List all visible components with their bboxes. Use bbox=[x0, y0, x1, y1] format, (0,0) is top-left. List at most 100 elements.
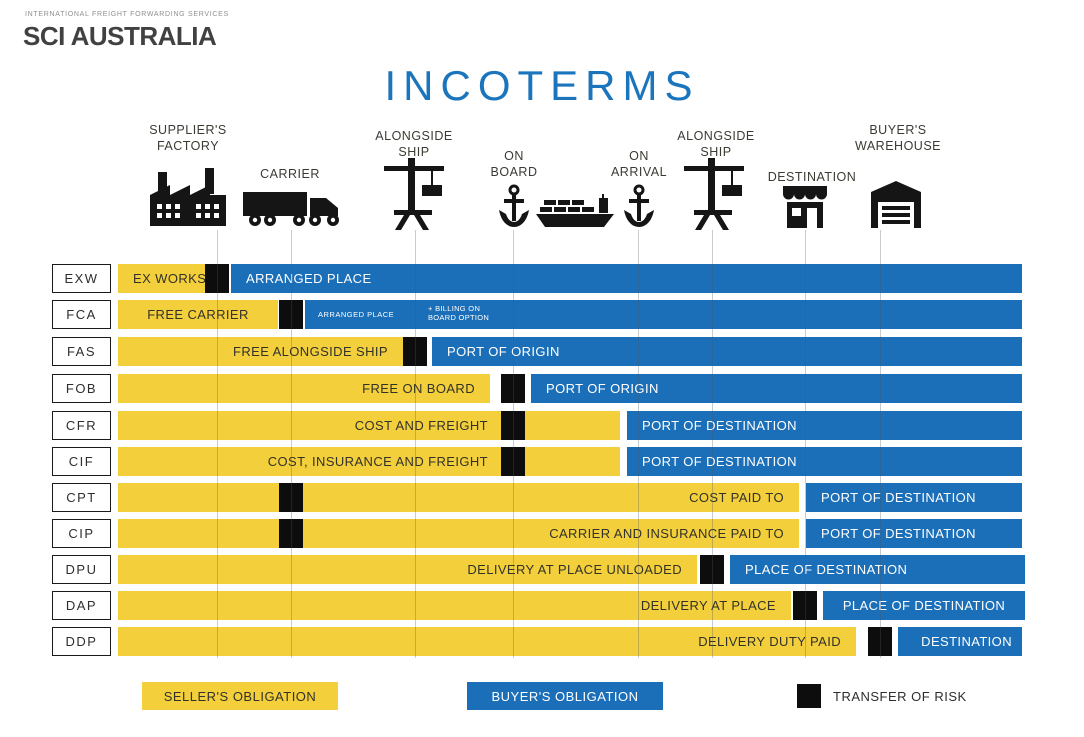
buyer-bar: ARRANGED PLACE + BILLING ON BOARD OPTION bbox=[305, 300, 1022, 329]
seller-bar: EX WORKS bbox=[118, 264, 206, 293]
risk-marker bbox=[501, 447, 525, 476]
station-label-destination: DESTINATION bbox=[767, 170, 857, 184]
seller-bar-label: CARRIER AND INSURANCE PAID TO bbox=[549, 526, 784, 541]
guide-line-warehouse bbox=[880, 230, 881, 658]
seller-bar-label: COST AND FREIGHT bbox=[354, 418, 488, 433]
seller-bar: FREE CARRIER bbox=[118, 300, 278, 329]
buyer-bar: PORT OF DESTINATION bbox=[627, 447, 1022, 476]
incoterm-code: FOB bbox=[52, 374, 111, 403]
buyer-bar: PORT OF ORIGIN bbox=[432, 337, 1022, 366]
buyer-bar: PLACE OF DESTINATION bbox=[823, 591, 1025, 620]
seller-bar: COST PAID TO bbox=[118, 483, 799, 512]
row-fas: FAS FREE ALONGSIDE SHIP PORT OF ORIGIN bbox=[0, 337, 1084, 366]
legend-risk-label: TRANSFER OF RISK bbox=[833, 688, 967, 704]
risk-marker bbox=[501, 374, 525, 403]
buyer-bar-label: PORT OF DESTINATION bbox=[642, 418, 797, 433]
warehouse-icon bbox=[870, 180, 922, 228]
guide-line-alongside-ship-origin bbox=[415, 230, 416, 658]
incoterm-code: CIP bbox=[52, 519, 111, 548]
guide-line-on-arrival bbox=[638, 230, 639, 658]
factory-icon bbox=[148, 168, 228, 226]
row-cpt: CPT COST PAID TO PORT OF DESTINATION bbox=[0, 483, 1084, 512]
buyer-bar: DESTINATION bbox=[898, 627, 1022, 656]
row-fca: FCA FREE CARRIER ARRANGED PLACE + BILLIN… bbox=[0, 300, 1084, 329]
buyer-bar-label: PLACE OF DESTINATION bbox=[842, 598, 1006, 613]
station-label-buyers-warehouse: BUYER'S WAREHOUSE bbox=[855, 123, 941, 153]
seller-bar-label: COST, INSURANCE AND FREIGHT bbox=[267, 454, 488, 469]
guide-line-on-board bbox=[513, 230, 514, 658]
buyer-bar-label: ARRANGED PLACE bbox=[246, 271, 372, 286]
incoterm-code: DDP bbox=[52, 627, 111, 656]
buyer-bar: ARRANGED PLACE bbox=[231, 264, 1022, 293]
guide-line-destination bbox=[805, 230, 806, 658]
buyer-bar: PORT OF ORIGIN bbox=[531, 374, 1022, 403]
legend-buyer-label: BUYER'S OBLIGATION bbox=[491, 688, 639, 704]
risk-marker bbox=[279, 300, 303, 329]
buyer-bar: PORT OF DESTINATION bbox=[627, 411, 1022, 440]
guide-line-carrier bbox=[291, 230, 292, 658]
legend-seller-label: SELLER'S OBLIGATION bbox=[163, 688, 317, 704]
truck-icon bbox=[243, 190, 349, 228]
row-exw: EXW EX WORKS ARRANGED PLACE bbox=[0, 264, 1084, 293]
row-cip: CIP CARRIER AND INSURANCE PAID TO PORT O… bbox=[0, 519, 1084, 548]
seller-bar-label: DELIVERY AT PLACE UNLOADED bbox=[467, 562, 682, 577]
risk-marker bbox=[501, 411, 525, 440]
row-dap: DAP DELIVERY AT PLACE PLACE OF DESTINATI… bbox=[0, 591, 1084, 620]
seller-bar-label: FREE ON BOARD bbox=[362, 381, 475, 396]
seller-bar-label: EX WORKS bbox=[133, 271, 207, 286]
incoterm-code: DAP bbox=[52, 591, 111, 620]
seller-bar-label: COST PAID TO bbox=[689, 490, 784, 505]
seller-bar-label: DELIVERY AT PLACE bbox=[640, 598, 776, 613]
row-cif: CIF COST, INSURANCE AND FREIGHT PORT OF … bbox=[0, 447, 1084, 476]
station-label-on-arrival: ON ARRIVAL bbox=[610, 149, 668, 179]
seller-bar: FREE ALONGSIDE SHIP bbox=[118, 337, 403, 366]
anchor-icon bbox=[622, 184, 656, 230]
row-fob: FOB FREE ON BOARD PORT OF ORIGIN bbox=[0, 374, 1084, 403]
risk-marker bbox=[205, 264, 229, 293]
station-label-alongside-ship-origin: ALONGSIDE SHIP bbox=[375, 129, 453, 159]
seller-bar: COST, INSURANCE AND FREIGHT bbox=[118, 447, 620, 476]
risk-marker bbox=[279, 519, 303, 548]
seller-bar: FREE ON BOARD bbox=[118, 374, 490, 403]
row-cfr: CFR COST AND FREIGHT PORT OF DESTINATION bbox=[0, 411, 1084, 440]
incoterm-code: DPU bbox=[52, 555, 111, 584]
seller-bar: DELIVERY DUTY PAID bbox=[118, 627, 856, 656]
buyer-bar-label: PORT OF DESTINATION bbox=[642, 454, 797, 469]
buyer-bar: PORT OF DESTINATION bbox=[806, 483, 1022, 512]
incoterm-code: FAS bbox=[52, 337, 111, 366]
buyer-bar-label: PLACE OF DESTINATION bbox=[745, 562, 908, 577]
risk-marker bbox=[868, 627, 892, 656]
guide-line-alongside-ship-destination bbox=[712, 230, 713, 658]
buyer-bar: PLACE OF DESTINATION bbox=[730, 555, 1025, 584]
legend-seller-obligation: SELLER'S OBLIGATION bbox=[142, 682, 338, 710]
row-ddp: DDP DELIVERY DUTY PAID DESTINATION bbox=[0, 627, 1084, 656]
incoterm-code: CIF bbox=[52, 447, 111, 476]
cargo-ship-icon bbox=[536, 192, 614, 228]
guide-line-factory bbox=[217, 230, 218, 658]
seller-bar: COST AND FREIGHT bbox=[118, 411, 620, 440]
seller-bar-label: FREE ALONGSIDE SHIP bbox=[233, 344, 388, 359]
brand-tagline: INTERNATIONAL FREIGHT FORWARDING SERVICE… bbox=[25, 11, 229, 18]
anchor-icon bbox=[497, 184, 531, 230]
seller-bar: DELIVERY AT PLACE bbox=[118, 591, 791, 620]
crane-icon bbox=[382, 158, 450, 230]
incoterm-code: EXW bbox=[52, 264, 111, 293]
risk-marker bbox=[279, 483, 303, 512]
buyer-bar-label: DESTINATION bbox=[921, 634, 1012, 649]
legend-buyer-obligation: BUYER'S OBLIGATION bbox=[467, 682, 663, 710]
seller-bar: DELIVERY AT PLACE UNLOADED bbox=[118, 555, 697, 584]
station-label-carrier: CARRIER bbox=[260, 167, 320, 181]
buyer-bar-label: ARRANGED PLACE bbox=[318, 310, 395, 319]
seller-bar: CARRIER AND INSURANCE PAID TO bbox=[118, 519, 799, 548]
seller-bar-label: FREE CARRIER bbox=[147, 307, 249, 322]
buyer-bar-label: PORT OF ORIGIN bbox=[546, 381, 659, 396]
risk-marker bbox=[403, 337, 427, 366]
buyer-bar-label: PORT OF ORIGIN bbox=[447, 344, 560, 359]
buyer-bar: PORT OF DESTINATION bbox=[806, 519, 1022, 548]
page-title: INCOTERMS bbox=[384, 62, 700, 110]
incoterm-code: FCA bbox=[52, 300, 111, 329]
seller-bar-label: DELIVERY DUTY PAID bbox=[698, 634, 841, 649]
buyer-bar-note: + BILLING ON BOARD OPTION bbox=[428, 304, 490, 323]
risk-marker bbox=[700, 555, 724, 584]
